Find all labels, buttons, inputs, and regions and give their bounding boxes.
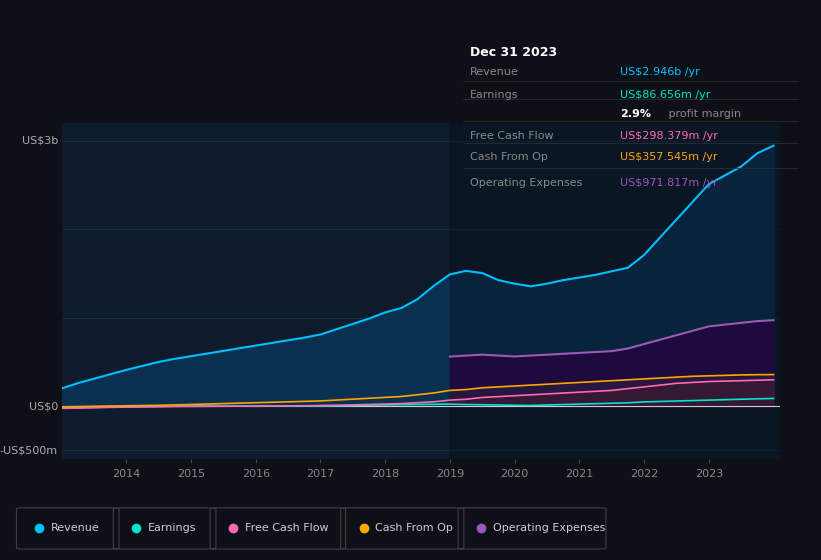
Text: -US$500m: -US$500m: [0, 445, 58, 455]
Text: Free Cash Flow: Free Cash Flow: [470, 130, 553, 141]
Text: Cash From Op: Cash From Op: [375, 523, 453, 533]
Text: Free Cash Flow: Free Cash Flow: [245, 523, 328, 533]
Text: Revenue: Revenue: [470, 67, 518, 77]
Text: 2.9%: 2.9%: [620, 109, 651, 119]
Text: US$357.545m /yr: US$357.545m /yr: [620, 152, 718, 162]
Text: Cash From Op: Cash From Op: [470, 152, 548, 162]
Text: US$2.946b /yr: US$2.946b /yr: [620, 67, 699, 77]
Text: Operating Expenses: Operating Expenses: [470, 178, 582, 188]
Text: US$0: US$0: [29, 401, 58, 411]
Text: Dec 31 2023: Dec 31 2023: [470, 46, 557, 59]
Text: Earnings: Earnings: [470, 91, 518, 100]
Text: Revenue: Revenue: [51, 523, 99, 533]
Text: US$971.817m /yr: US$971.817m /yr: [620, 178, 718, 188]
Text: Operating Expenses: Operating Expenses: [493, 523, 605, 533]
Bar: [450, 123, 780, 459]
Text: US$298.379m /yr: US$298.379m /yr: [620, 130, 718, 141]
Text: US$86.656m /yr: US$86.656m /yr: [620, 91, 710, 100]
Text: US$3b: US$3b: [21, 136, 58, 146]
Text: Earnings: Earnings: [148, 523, 196, 533]
Text: profit margin: profit margin: [665, 109, 741, 119]
